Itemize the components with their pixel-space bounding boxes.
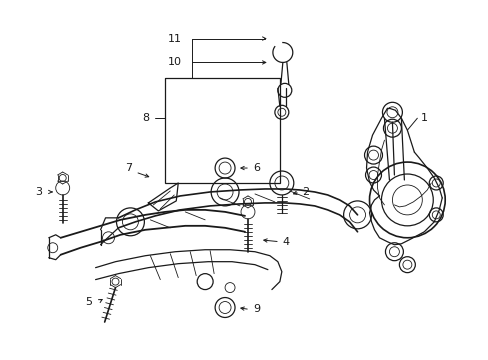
Text: 11: 11 bbox=[168, 33, 182, 44]
Text: 5: 5 bbox=[85, 297, 92, 306]
Text: 8: 8 bbox=[142, 113, 149, 123]
Text: 7: 7 bbox=[124, 163, 132, 173]
Text: 1: 1 bbox=[420, 113, 427, 123]
Bar bbox=[165, 78, 279, 183]
Text: 3: 3 bbox=[35, 187, 42, 197]
Text: 2: 2 bbox=[301, 187, 308, 197]
Text: 9: 9 bbox=[252, 305, 260, 315]
Text: 6: 6 bbox=[252, 163, 260, 173]
Text: 10: 10 bbox=[168, 58, 182, 67]
Text: 4: 4 bbox=[282, 237, 289, 247]
